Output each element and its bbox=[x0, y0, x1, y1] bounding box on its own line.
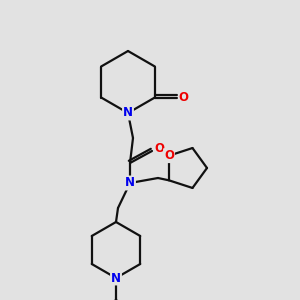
Text: N: N bbox=[111, 272, 121, 284]
Text: N: N bbox=[123, 106, 133, 119]
Text: N: N bbox=[125, 176, 135, 190]
Text: O: O bbox=[179, 91, 189, 104]
Text: O: O bbox=[154, 142, 164, 155]
Text: O: O bbox=[164, 149, 174, 162]
